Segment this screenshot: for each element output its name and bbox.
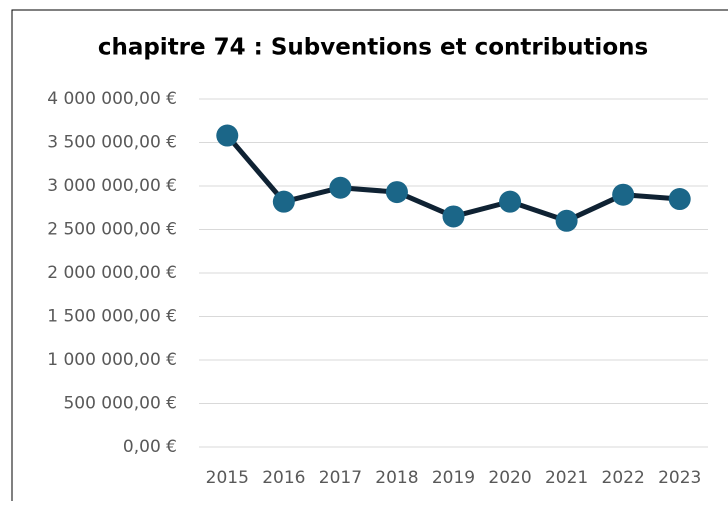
data-point [612, 183, 635, 206]
data-point [385, 181, 408, 204]
y-tick-label: 0,00 € [123, 437, 177, 457]
data-point [329, 176, 352, 199]
y-tick-label: 2 500 000,00 € [47, 220, 177, 240]
y-tick-label: 3 500 000,00 € [47, 133, 177, 153]
x-tick-label: 2023 [658, 468, 701, 488]
data-point [555, 209, 578, 232]
x-tick-label: 2015 [206, 468, 249, 488]
y-tick-label: 2 000 000,00 € [47, 263, 177, 283]
y-tick-label: 500 000,00 € [63, 394, 177, 414]
data-point [442, 205, 465, 228]
x-tick-label: 2016 [262, 468, 305, 488]
x-tick-label: 2017 [319, 468, 362, 488]
x-tick-label: 2018 [375, 468, 418, 488]
y-tick-label: 4 000 000,00 € [47, 89, 177, 109]
chart-title: chapitre 74 : Subventions et contributio… [98, 35, 648, 61]
x-tick-label: 2022 [602, 468, 645, 488]
y-tick-label: 3 000 000,00 € [47, 176, 177, 196]
chart-border [11, 9, 728, 505]
data-point [272, 190, 295, 213]
x-tick-label: 2020 [488, 468, 531, 488]
y-tick-label: 1 500 000,00 € [47, 307, 177, 327]
x-tick-label: 2019 [432, 468, 475, 488]
data-point [499, 190, 522, 213]
data-point [216, 124, 239, 147]
x-tick-label: 2021 [545, 468, 588, 488]
y-tick-label: 1 000 000,00 € [47, 350, 177, 370]
data-point [668, 188, 691, 211]
